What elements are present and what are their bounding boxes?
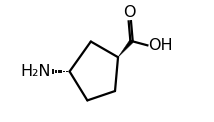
Text: H₂N: H₂N xyxy=(21,64,51,79)
Text: OH: OH xyxy=(148,38,173,53)
Polygon shape xyxy=(118,40,133,57)
Text: O: O xyxy=(123,5,136,20)
